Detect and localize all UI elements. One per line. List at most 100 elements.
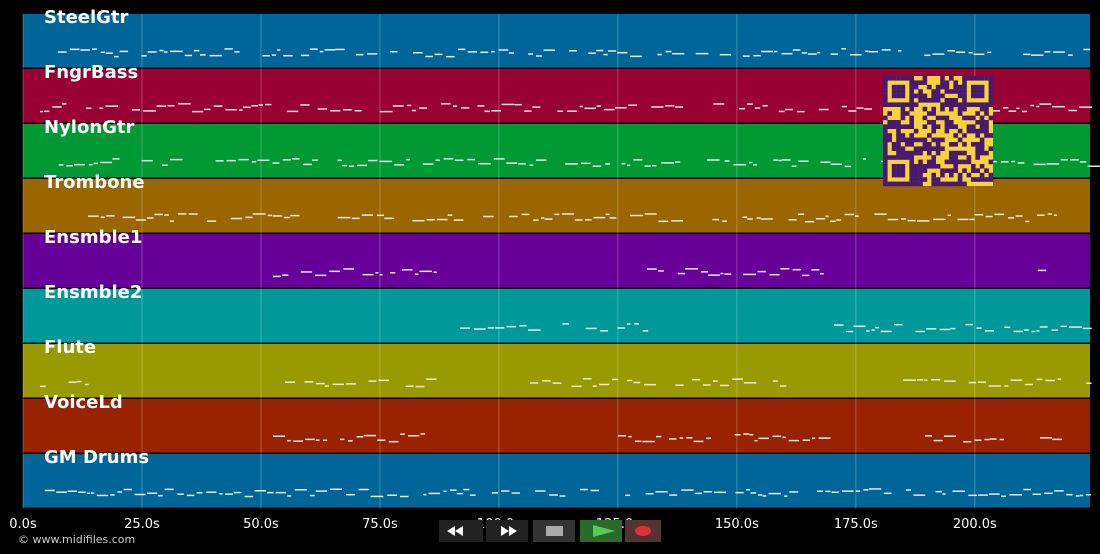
- note: [309, 494, 315, 497]
- note: [342, 109, 352, 111]
- note: [789, 491, 799, 493]
- note: [117, 491, 123, 493]
- qr-cell: [975, 142, 980, 147]
- note: [40, 110, 44, 113]
- note: [893, 323, 903, 326]
- qr-cell: [962, 76, 967, 81]
- note: [905, 489, 911, 491]
- qr-cell: [984, 128, 989, 134]
- qr-cell: [909, 124, 914, 129]
- rewind-button[interactable]: [439, 520, 483, 542]
- qr-cell: [883, 164, 888, 169]
- note: [844, 213, 855, 216]
- qr-cell: [913, 172, 919, 178]
- note: [642, 440, 655, 443]
- qr-cell: [896, 172, 901, 178]
- stop-button[interactable]: [533, 520, 575, 542]
- note: [712, 218, 720, 221]
- note: [340, 438, 345, 441]
- note: [963, 440, 972, 443]
- qr-cell: [887, 133, 892, 138]
- note: [1013, 330, 1024, 333]
- note: [157, 494, 163, 497]
- qr-cell: [927, 159, 932, 165]
- note: [477, 105, 485, 107]
- qr-cell: [962, 115, 967, 121]
- note: [324, 385, 330, 387]
- qr-cell: [940, 76, 945, 81]
- note: [976, 327, 982, 329]
- qr-cell: [931, 164, 936, 169]
- note: [1023, 488, 1031, 491]
- note: [933, 439, 943, 442]
- note: [864, 108, 872, 110]
- qr-cell: [913, 80, 919, 85]
- qr-cell: [883, 159, 888, 165]
- note: [907, 219, 916, 222]
- note: [167, 104, 175, 107]
- qr-cell: [949, 102, 954, 107]
- note: [917, 220, 930, 222]
- note: [816, 490, 824, 493]
- note: [1001, 495, 1007, 498]
- note: [642, 330, 649, 332]
- qr-cell: [953, 89, 958, 94]
- forward-button[interactable]: [486, 520, 528, 542]
- track-name: GM Drums: [44, 447, 149, 468]
- note: [199, 54, 206, 56]
- note: [792, 268, 801, 271]
- qr-cell: [918, 93, 923, 99]
- note: [674, 161, 681, 163]
- note: [984, 438, 990, 441]
- note: [254, 490, 267, 492]
- note: [226, 159, 236, 162]
- qr-cell: [979, 93, 985, 99]
- note: [757, 494, 763, 496]
- note: [501, 103, 515, 106]
- note: [491, 492, 499, 494]
- note: [739, 107, 746, 110]
- note: [363, 434, 377, 437]
- note: [947, 50, 955, 52]
- note: [720, 384, 729, 387]
- qr-cell: [971, 84, 976, 90]
- qr-cell: [940, 146, 945, 151]
- note: [585, 327, 597, 330]
- qr-cell: [971, 89, 976, 94]
- qr-cell: [957, 102, 963, 107]
- qr-cell: [905, 111, 910, 116]
- qr-cell: [975, 155, 980, 160]
- qr-cell: [883, 93, 888, 99]
- note: [191, 110, 204, 113]
- note: [170, 50, 183, 53]
- note: [989, 438, 997, 440]
- qr-cell: [988, 80, 994, 85]
- qr-cell: [975, 177, 980, 182]
- play-button[interactable]: [580, 520, 622, 542]
- qr-cell: [900, 89, 906, 94]
- note: [749, 433, 754, 436]
- note: [446, 55, 455, 58]
- qr-cell: [953, 102, 958, 107]
- note: [348, 165, 354, 167]
- qr-cell: [883, 181, 888, 187]
- qr-cell: [900, 84, 906, 90]
- note: [267, 214, 273, 217]
- note: [780, 268, 790, 270]
- note: [703, 491, 712, 493]
- note: [658, 270, 664, 272]
- qr-cell: [988, 172, 994, 178]
- note: [779, 385, 787, 387]
- note: [881, 49, 891, 51]
- note: [988, 385, 1002, 387]
- note: [1045, 379, 1055, 382]
- note: [685, 268, 699, 270]
- note: [302, 163, 312, 166]
- qr-cell: [883, 98, 888, 103]
- note: [1040, 437, 1052, 439]
- track-lane: [23, 454, 1090, 508]
- record-button[interactable]: [625, 520, 661, 542]
- note: [987, 51, 992, 54]
- note: [1052, 105, 1065, 108]
